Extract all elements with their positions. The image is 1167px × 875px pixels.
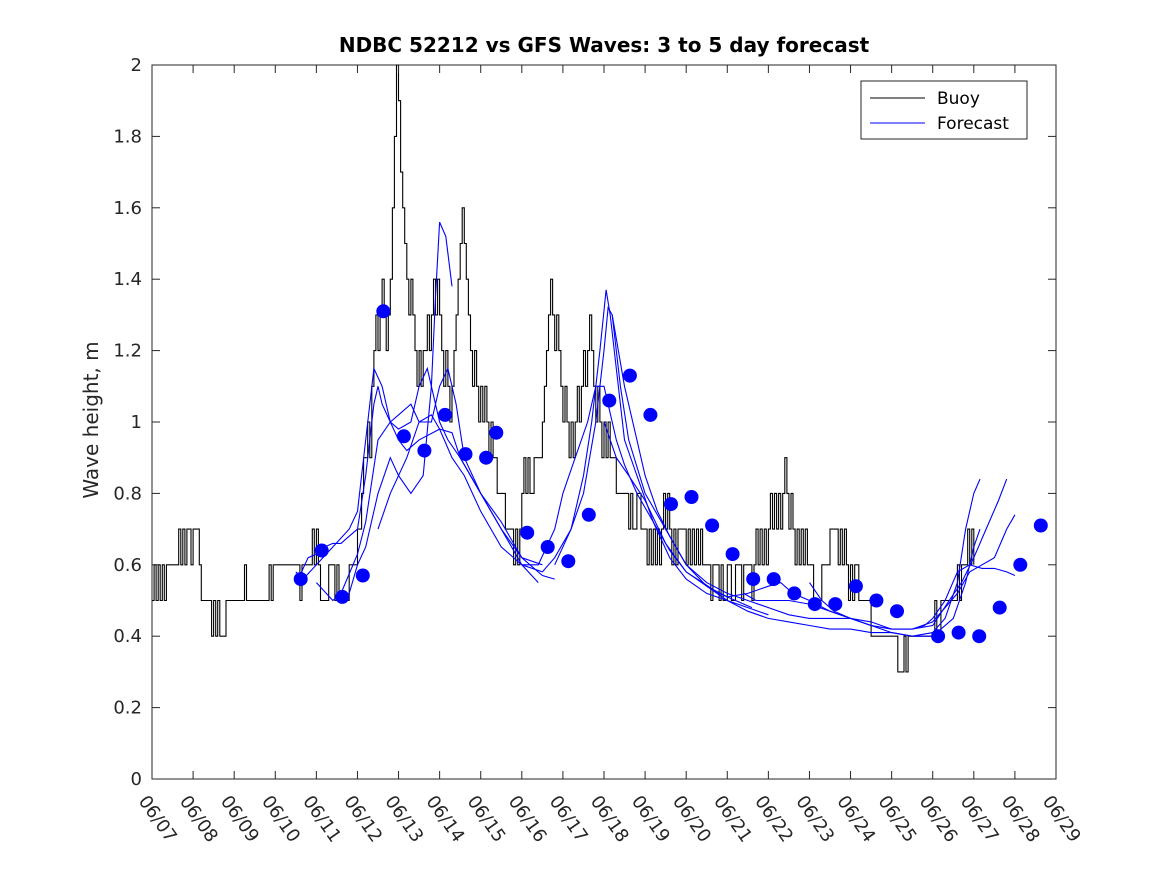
- forecast-point: [314, 543, 329, 558]
- forecast-line: [611, 314, 981, 637]
- y-axis: 0 0.2 0.4 0.6 0.8 1 1.2 1.4 1.6 1.8 2: [113, 55, 1056, 790]
- forecast-point: [766, 572, 781, 587]
- x-tick-label: 06/13: [380, 792, 427, 847]
- forecast-point: [684, 490, 699, 504]
- x-tick-label: 06/24: [832, 792, 879, 847]
- forecast-line: [521, 306, 892, 630]
- forecast-point: [458, 447, 473, 462]
- plot-area: [151, 64, 1057, 780]
- x-tick-label: 06/12: [339, 792, 386, 847]
- y-tick-label: 1: [131, 412, 142, 433]
- x-tick-label: 06/07: [134, 792, 181, 847]
- y-tick-label: 0.2: [113, 698, 142, 719]
- forecast-line: [315, 366, 543, 602]
- forecast-line: [912, 564, 1016, 630]
- forecast-point: [561, 554, 576, 569]
- chart-title: NDBC 52212 vs GFS Waves: 3 to 5 day fore…: [339, 33, 870, 57]
- forecast-point: [746, 572, 761, 587]
- forecast-point: [376, 304, 391, 319]
- x-tick-label: 06/16: [504, 792, 551, 847]
- x-tick-label: 06/28: [997, 792, 1044, 847]
- forecast-point: [848, 579, 863, 594]
- forecast-line: [299, 366, 539, 583]
- y-tick-label: 0.8: [113, 483, 142, 504]
- x-tick-label: 06/10: [257, 792, 304, 847]
- y-tick-label: 1.2: [113, 341, 142, 362]
- x-tick-label: 06/17: [545, 792, 592, 847]
- forecast-point: [417, 443, 432, 458]
- legend-forecast-label: Forecast: [937, 114, 1009, 134]
- forecast-point: [479, 450, 494, 465]
- y-tick-label: 1.4: [113, 269, 142, 290]
- x-tick-label: 06/20: [668, 792, 715, 847]
- y-tick-label: 1.8: [113, 126, 142, 147]
- forecast-point: [581, 507, 596, 522]
- forecast-point: [1013, 557, 1028, 572]
- forecast-line: [809, 514, 1016, 630]
- x-tick-label: 06/26: [915, 792, 962, 847]
- forecast-point: [828, 597, 843, 612]
- legend: Buoy Forecast: [860, 80, 1028, 140]
- forecast-point: [622, 368, 637, 383]
- x-tick-label: 06/27: [956, 792, 1003, 847]
- forecast-point: [705, 518, 720, 533]
- y-axis-label: Wave height, m: [79, 341, 103, 498]
- x-tick-label: 06/14: [422, 792, 469, 847]
- forecast-point: [540, 540, 555, 554]
- x-tick-label: 06/18: [586, 792, 633, 847]
- forecast-line: [336, 221, 453, 601]
- forecast-point: [664, 497, 678, 512]
- y-tick-label: 0.6: [113, 555, 142, 576]
- forecast-point: [787, 586, 802, 601]
- x-tick-label: 06/08: [175, 792, 222, 847]
- forecast-point: [643, 407, 658, 422]
- forecast-point: [489, 425, 504, 440]
- x-tick-label: 06/15: [463, 792, 510, 847]
- forecast-points: [293, 304, 1048, 644]
- legend-buoy-label: Buoy: [937, 89, 980, 109]
- x-tick-label: 06/29: [1038, 792, 1085, 847]
- x-tick-label: 06/09: [216, 792, 263, 847]
- y-tick-label: 0.4: [113, 626, 142, 647]
- y-tick-label: 1.6: [113, 198, 142, 219]
- forecast-point: [396, 429, 411, 444]
- x-tick-label: 06/19: [627, 792, 674, 847]
- forecast-point: [1033, 518, 1048, 533]
- legend-box: [860, 80, 1028, 140]
- forecast-point: [807, 597, 822, 612]
- forecast-point: [931, 629, 946, 644]
- x-tick-label: 06/23: [791, 792, 838, 847]
- x-tick-label: 06/25: [874, 792, 921, 847]
- forecast-point: [520, 525, 535, 540]
- forecast-point: [438, 407, 452, 422]
- x-tick-label: 06/11: [298, 792, 345, 847]
- forecast-point: [869, 593, 884, 608]
- x-tick-label: 06/21: [709, 792, 756, 847]
- y-tick-label: 2: [131, 55, 142, 76]
- y-tick-label: 0: [131, 769, 142, 790]
- forecast-point: [293, 572, 308, 587]
- forecast-point: [951, 625, 966, 640]
- forecast-point: [355, 568, 370, 583]
- forecast-point: [725, 547, 740, 562]
- forecast-point: [992, 600, 1007, 615]
- forecast-point: [602, 393, 617, 408]
- forecast-line: [554, 289, 769, 616]
- forecast-point: [890, 604, 904, 619]
- forecast-point: [335, 589, 350, 604]
- forecast-point: [972, 629, 987, 644]
- x-tick-label: 06/22: [750, 792, 797, 847]
